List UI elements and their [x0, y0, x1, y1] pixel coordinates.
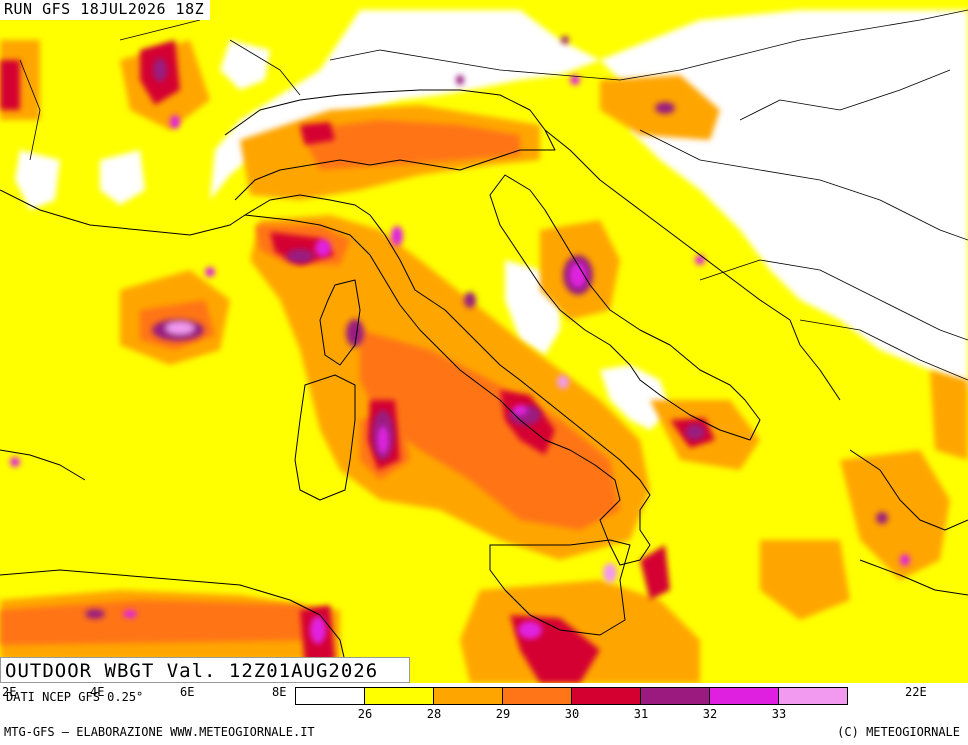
wbgt-map — [0, 0, 968, 683]
footer-copyright: (C) METEOGIORNALE — [837, 725, 960, 739]
footer-credit: MTG-GFS – ELABORAZIONE WWW.METEOGIORNALE… — [4, 725, 315, 739]
legend-tick-label: 33 — [771, 707, 787, 721]
longitude-label-2e: 2E — [2, 685, 17, 699]
longitude-label-4e: 4E — [90, 685, 105, 699]
legend-tick-label: 30 — [564, 707, 580, 721]
color-scale-legend — [295, 687, 848, 705]
legend-swatch — [295, 687, 365, 705]
longitude-label-8e: 8E — [272, 685, 287, 699]
legend-swatch — [364, 687, 434, 705]
product-title: OUTDOOR WBGT Val. 12Z01AUG2026 — [0, 657, 410, 683]
longitude-label-22e: 22E — [905, 685, 927, 699]
coastlines — [0, 9, 968, 683]
field-32-plus — [10, 36, 910, 644]
legend-swatch — [640, 687, 710, 705]
run-title: RUN GFS 18JUL2026 18Z — [0, 0, 211, 20]
legend-swatch — [502, 687, 572, 705]
longitude-label-6e: 6E — [180, 685, 195, 699]
data-source-note: DATI NCEP GFS 0.25° — [6, 690, 144, 704]
legend-tick-label: 29 — [495, 707, 511, 721]
legend-tick-label: 26 — [357, 707, 373, 721]
legend-swatch — [778, 687, 848, 705]
legend-swatch — [433, 687, 503, 705]
legend-area: 2E 4E 6E 8E 22E DATI NCEP GFS 0.25° 26 28… — [0, 683, 968, 745]
legend-swatch — [571, 687, 641, 705]
legend-tick-label: 32 — [702, 707, 718, 721]
legend-tick-label: 31 — [633, 707, 649, 721]
legend-swatch — [709, 687, 779, 705]
legend-tick-label: 28 — [426, 707, 442, 721]
